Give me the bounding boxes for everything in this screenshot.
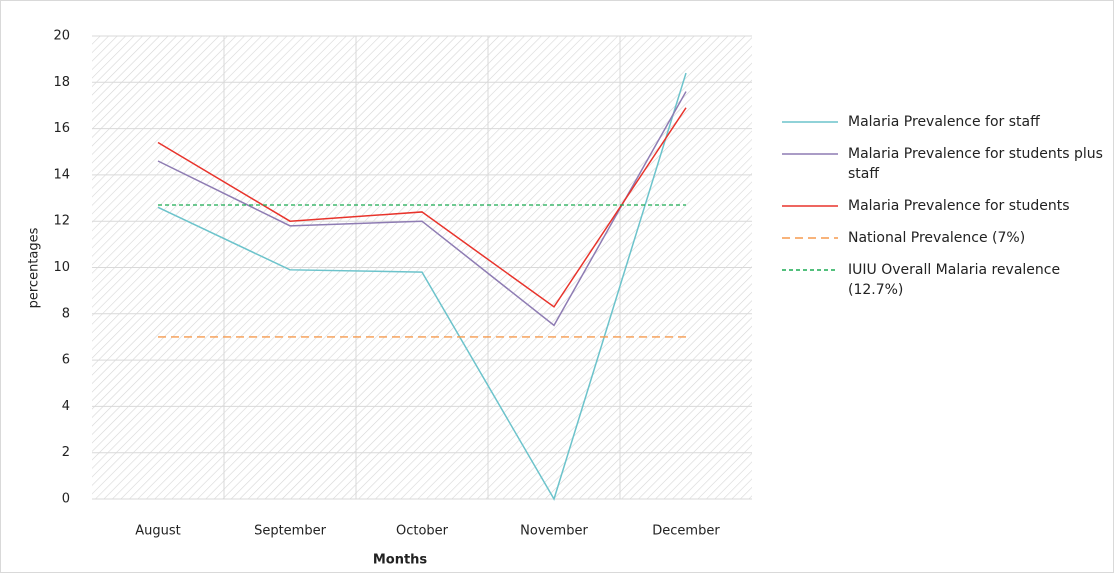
x-tick-label: September — [254, 524, 327, 539]
legend-swatch — [782, 269, 838, 271]
legend-item: Malaria Prevalence for students plus sta… — [782, 144, 1112, 184]
y-tick-label: 20 — [53, 29, 70, 44]
series-line — [157, 91, 687, 327]
legend-label: IUIU Overall Malaria revalence (12.7%) — [848, 262, 1061, 298]
legend-item: National Prevalence (7%) — [782, 228, 1112, 248]
y-tick-label: 10 — [53, 260, 70, 275]
y-tick-label: 0 — [62, 492, 70, 507]
legend-swatch — [782, 121, 838, 123]
series-line — [157, 72, 687, 501]
legend-label: National Prevalence (7%) — [848, 230, 1026, 246]
y-tick-label: 2 — [62, 445, 70, 460]
legend-item: IUIU Overall Malaria revalence (12.7%) — [782, 260, 1112, 300]
legend-item: Malaria Prevalence for students — [782, 196, 1112, 216]
y-axis-label: percentages — [27, 227, 42, 308]
legend-swatch — [782, 237, 838, 239]
y-tick-label: 18 — [53, 75, 70, 90]
x-tick-label: November — [520, 524, 588, 539]
legend-swatch — [782, 153, 838, 155]
x-tick-label: August — [135, 524, 181, 539]
y-tick-label: 4 — [62, 399, 70, 414]
legend-label: Malaria Prevalence for students plus sta… — [848, 146, 1103, 182]
x-tick-label: December — [652, 524, 720, 539]
legend-label: Malaria Prevalence for students — [848, 198, 1070, 214]
legend-swatch — [782, 205, 838, 207]
y-tick-label: 8 — [62, 306, 70, 321]
legend: Malaria Prevalence for staff Malaria Prev… — [782, 112, 1112, 312]
y-tick-label: 14 — [53, 167, 70, 182]
legend-item: Malaria Prevalence for staff — [782, 112, 1112, 132]
y-tick-label: 12 — [53, 214, 70, 229]
y-tick-label: 16 — [53, 121, 70, 136]
series-line — [157, 107, 687, 308]
legend-label: Malaria Prevalence for staff — [848, 114, 1040, 130]
y-tick-label: 6 — [62, 353, 70, 368]
x-axis-label: Months — [373, 553, 428, 568]
x-tick-label: October — [396, 524, 449, 539]
